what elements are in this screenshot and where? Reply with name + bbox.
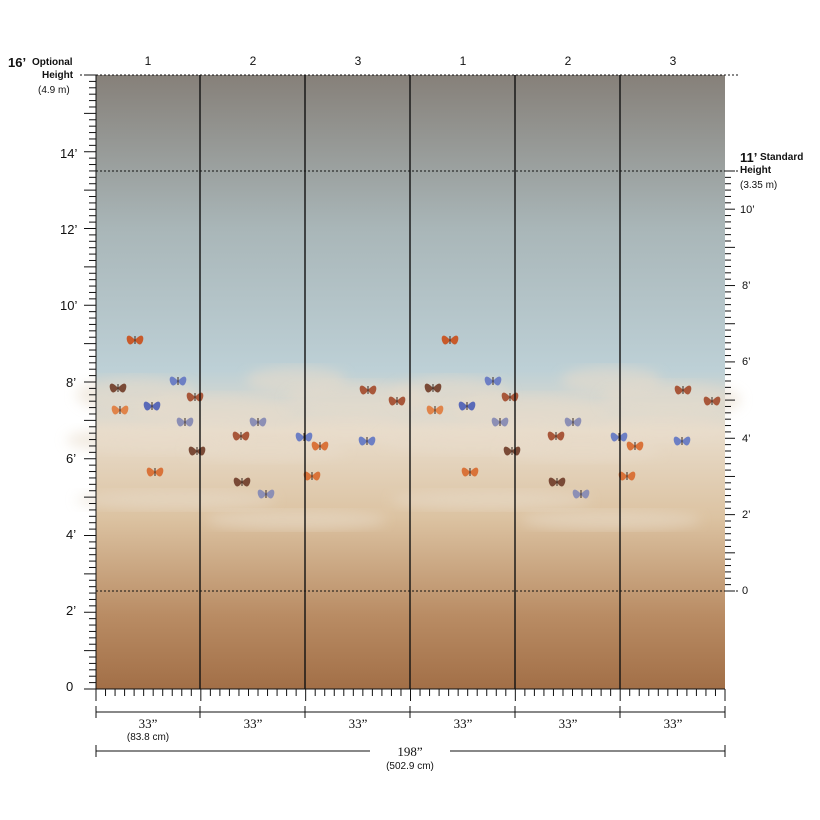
- butterfly: [169, 376, 187, 386]
- butterfly: [388, 396, 406, 406]
- butterfly: [547, 431, 565, 441]
- butterfly: [491, 417, 509, 427]
- panel-width-label: 33”: [348, 716, 368, 731]
- cloud-blob: [601, 418, 721, 442]
- left-axis-label: 6’: [66, 451, 77, 466]
- butterfly: [572, 489, 590, 499]
- cloud-blob: [286, 382, 426, 418]
- standard-height-label2: Height: [740, 165, 772, 176]
- panel-number: 2: [564, 54, 572, 68]
- cloud-blob: [391, 490, 591, 510]
- right-axis-label: 8’: [742, 280, 751, 292]
- left-axis-label: 12’: [60, 222, 78, 237]
- right-axis-label: 6’: [742, 356, 751, 368]
- panel-number: 3: [669, 54, 677, 68]
- right-axis-label: 10’: [740, 204, 755, 216]
- optional-height-metric: (4.9 m): [38, 85, 70, 96]
- left-axis-label: 2’: [66, 603, 77, 618]
- right-axis-label: 2’: [742, 509, 751, 521]
- butterfly: [424, 383, 442, 393]
- butterfly: [426, 405, 444, 415]
- cloud-blob: [76, 490, 276, 510]
- butterfly: [146, 467, 164, 477]
- butterfly: [564, 417, 582, 427]
- cloud-blob: [521, 510, 701, 530]
- butterfly: [188, 446, 206, 456]
- standard-height-value: 11’: [740, 150, 758, 165]
- cloud-band: [66, 366, 741, 530]
- butterfly: [311, 441, 329, 451]
- butterfly: [501, 392, 519, 402]
- standard-height-metric: (3.35 m): [740, 180, 778, 191]
- cloud-blob: [206, 510, 386, 530]
- butterfly: [441, 335, 459, 345]
- cloud-blob: [451, 394, 611, 426]
- left-axis-label: 10’: [60, 298, 78, 313]
- butterfly: [359, 385, 377, 395]
- optional-height-value: 16’: [8, 55, 27, 70]
- butterfly: [626, 441, 644, 451]
- panel-number: 2: [249, 54, 257, 68]
- butterfly: [233, 477, 251, 487]
- butterfly: [249, 417, 267, 427]
- standard-height-label: Standard: [760, 152, 804, 163]
- panel-width-label: 33”: [243, 716, 263, 731]
- total-width-label: 198”: [370, 745, 450, 758]
- butterflies: [109, 335, 721, 499]
- butterfly: [461, 467, 479, 477]
- butterfly: [176, 417, 194, 427]
- cloud-blob: [186, 438, 346, 462]
- panel-number: 1: [459, 54, 467, 68]
- optional-height-label2: Height: [42, 70, 74, 81]
- butterfly: [303, 471, 321, 481]
- left-axis-label: 0: [66, 679, 74, 694]
- butterfly: [703, 396, 721, 406]
- optional-height-label: Optional: [32, 57, 73, 68]
- butterfly: [257, 489, 275, 499]
- total-width-metric: (502.9 cm): [386, 761, 434, 772]
- panel-width-label: 33”: [663, 716, 683, 731]
- cloud-blob: [601, 382, 741, 418]
- butterfly: [673, 436, 691, 446]
- panel-width-label: 33”: [453, 716, 473, 731]
- butterfly: [548, 477, 566, 487]
- butterfly: [610, 432, 628, 442]
- panel-width-metric: (83.8 cm): [126, 732, 170, 743]
- panel-width-label: 33”: [138, 716, 158, 731]
- panel-number: 3: [354, 54, 362, 68]
- butterfly: [618, 471, 636, 481]
- right-axis-label: 4’: [742, 433, 751, 445]
- butterfly: [186, 392, 204, 402]
- butterfly: [503, 446, 521, 456]
- cloud-blob: [136, 394, 296, 426]
- butterfly: [674, 385, 692, 395]
- butterfly: [458, 401, 476, 411]
- butterfly: [109, 383, 127, 393]
- left-axis-label: 8’: [66, 375, 77, 390]
- cloud-blob: [501, 438, 661, 462]
- panel-number: 1: [144, 54, 152, 68]
- cloud-blob: [286, 418, 406, 442]
- butterfly: [232, 431, 250, 441]
- butterfly: [111, 405, 129, 415]
- right-axis-label: 0: [742, 585, 749, 597]
- butterfly: [484, 376, 502, 386]
- left-axis-label: 14’: [60, 146, 78, 161]
- panel-width-label: 33”: [558, 716, 578, 731]
- butterfly: [143, 401, 161, 411]
- butterfly: [358, 436, 376, 446]
- butterfly: [126, 335, 144, 345]
- butterfly: [295, 432, 313, 442]
- left-axis-label: 4’: [66, 527, 77, 542]
